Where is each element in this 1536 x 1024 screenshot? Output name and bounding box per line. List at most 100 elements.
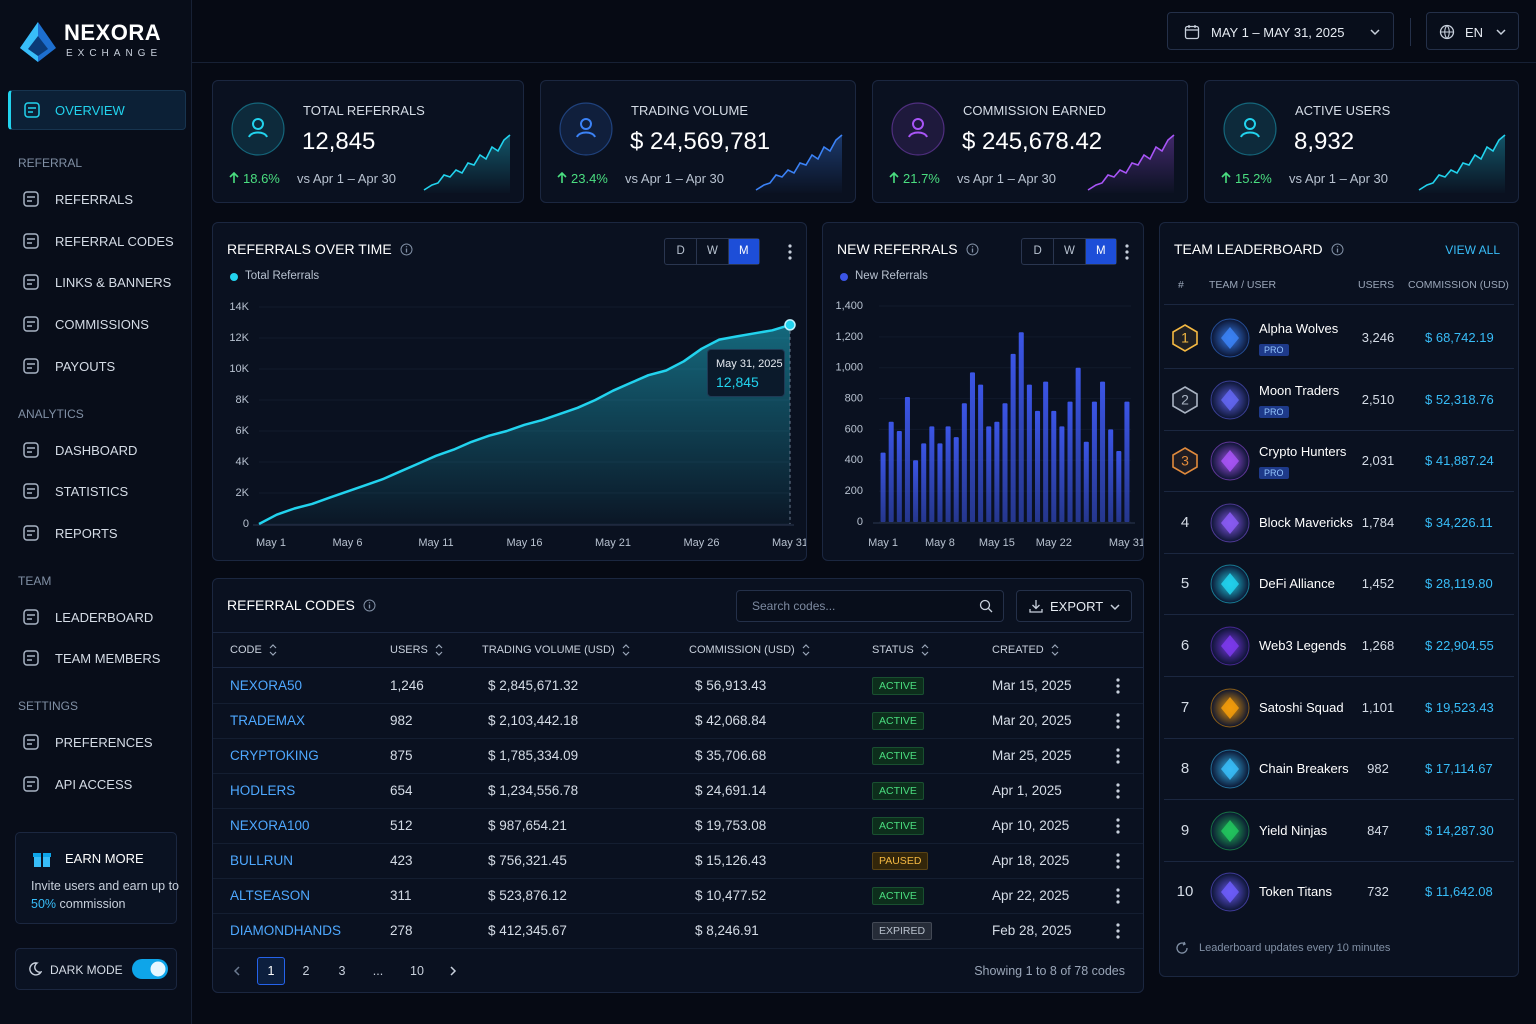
gift-icon [33, 853, 51, 867]
dot [1116, 684, 1120, 688]
more-menu[interactable] [1116, 748, 1120, 764]
legend-label: New Referrals [855, 270, 928, 282]
page-button[interactable]: 10 [410, 964, 424, 978]
code-link[interactable]: NEXORA100 [230, 818, 310, 833]
nav-item[interactable]: PAYOUTS [8, 348, 186, 384]
nav-item[interactable]: COMMISSIONS [8, 306, 186, 342]
row-divider [213, 948, 1143, 949]
code-link[interactable]: BULLRUN [230, 853, 294, 868]
leaderboard-row[interactable]: 2 Moon Traders PRO 2,510 $ 52,318.76 [1160, 369, 1518, 431]
nav-item[interactable]: STATISTICS [8, 473, 186, 509]
dark-mode-label: DARK MODE [50, 963, 123, 977]
column-header[interactable]: USERS [390, 644, 443, 656]
cell: $ 56,913.43 [695, 678, 767, 693]
view-all-link[interactable]: VIEW ALL [1445, 243, 1500, 257]
leaderboard-row[interactable]: 5 DeFi Alliance 1,452 $ 28,119.80 [1160, 553, 1518, 615]
code-link[interactable]: NEXORA50 [230, 678, 303, 693]
more-menu[interactable] [1116, 713, 1120, 729]
nav-item[interactable]: API ACCESS [8, 766, 186, 802]
leaderboard-row[interactable]: 1 Alpha Wolves PRO 3,246 $ 68,742.19 [1160, 307, 1518, 369]
code-link[interactable]: HODLERS [230, 783, 296, 798]
team-commission: $ 28,119.80 [1425, 576, 1493, 592]
period-button[interactable]: M [1084, 239, 1116, 264]
bar [1067, 401, 1073, 522]
language-picker[interactable]: EN [1426, 12, 1519, 50]
nav-item[interactable]: REPORTS [8, 515, 186, 551]
nav-item[interactable]: LEADERBOARD [8, 599, 186, 635]
tooltip-title: May 31, 2025 [716, 357, 783, 370]
kpi-change: 23.4% [571, 171, 608, 186]
dark-mode-toggle[interactable]: DARK MODE [15, 948, 177, 990]
sparkline-line [755, 134, 843, 191]
leaderboard-row[interactable]: 6 Web3 Legends 1,268 $ 22,904.55 [1160, 615, 1518, 677]
column-header[interactable]: CODE [230, 644, 277, 656]
team-name: Block Mavericks [1259, 514, 1353, 530]
more-menu[interactable] [1125, 244, 1129, 260]
period-button[interactable]: W [1053, 239, 1084, 264]
table-divider [213, 632, 1143, 633]
rank-number: 8 [1180, 760, 1190, 778]
more-menu[interactable] [1116, 853, 1120, 869]
icon-shape [966, 243, 979, 255]
page-button[interactable]: ... [372, 964, 384, 978]
more-menu[interactable] [1116, 923, 1120, 939]
nav-label: LEADERBOARD [55, 609, 154, 625]
page-button[interactable]: 1 [257, 957, 285, 985]
more-menu[interactable] [1116, 818, 1120, 834]
icon [24, 102, 40, 118]
period-button[interactable]: D [676, 245, 685, 257]
leaderboard-row[interactable]: 9 Yield Ninjas 847 $ 14,287.30 [1160, 800, 1518, 862]
leaderboard-row[interactable]: 4 Block Mavericks 1,784 $ 34,226.11 [1160, 492, 1518, 554]
nav-group-title: SETTINGS [18, 699, 79, 713]
code-link[interactable]: DIAMONDHANDS [230, 923, 342, 938]
dot [1116, 690, 1120, 694]
leaderboard-row[interactable]: 3 Crypto Hunters PRO 2,031 $ 41,887.24 [1160, 430, 1518, 492]
bar [1034, 410, 1041, 522]
status-pill: ACTIVE [872, 712, 924, 730]
avatar-shape [1221, 573, 1239, 596]
nav-item[interactable]: REFERRALS [8, 181, 186, 217]
bar [1026, 384, 1032, 522]
nav-item[interactable]: PREFERENCES [8, 724, 186, 760]
icon [23, 650, 39, 667]
leaderboard-row[interactable]: 10 Token Titans 732 $ 11,642.08 [1160, 861, 1518, 923]
column-header[interactable]: COMMISSION (USD) [689, 644, 810, 656]
code-link[interactable]: CRYPTOKING [230, 748, 319, 763]
leaderboard-row[interactable]: 8 Chain Breakers 982 $ 17,114.67 [1160, 738, 1518, 800]
icon-shape [1176, 941, 1188, 954]
leaderboard-row[interactable]: 7 Satoshi Squad 1,101 $ 19,523.43 [1160, 677, 1518, 739]
code-link[interactable]: TRADEMAX [230, 713, 306, 728]
column-header[interactable]: TRADING VOLUME (USD) [482, 644, 630, 656]
page-button[interactable]: 3 [338, 964, 346, 978]
cell: 1,246 [390, 678, 424, 693]
period-button[interactable]: M [727, 239, 759, 264]
sparkline-line [423, 134, 511, 191]
nav-item-active[interactable]: OVERVIEW [8, 90, 186, 130]
more-menu[interactable] [788, 244, 792, 260]
bar [945, 426, 951, 522]
chart-card: NEW REFERRALS D W M New Referrals 0 200 400 600 8… [822, 222, 1144, 561]
period-button[interactable]: W [696, 239, 727, 264]
period-button[interactable]: D [1033, 245, 1042, 257]
more-menu[interactable] [1116, 678, 1120, 694]
nav-item[interactable]: REFERRAL CODES [8, 223, 186, 259]
column-header-label: USERS [390, 644, 428, 656]
nav-item[interactable]: TEAM MEMBERS [8, 640, 186, 676]
title-row: TEAM LEADERBOARD [1174, 241, 1344, 257]
search-box[interactable]: Search codes... [736, 590, 1004, 622]
more-menu[interactable] [1116, 888, 1120, 904]
export-button[interactable]: EXPORT [1016, 590, 1132, 622]
date-range-picker[interactable]: MAY 1 – MAY 31, 2025 [1167, 12, 1394, 50]
column-header[interactable]: CREATED [992, 644, 1059, 656]
status-pill: ACTIVE [872, 747, 924, 765]
code-link[interactable]: ALTSEASON [230, 888, 311, 903]
icon-shape [23, 650, 39, 667]
column-header[interactable]: STATUS [872, 644, 929, 656]
sparkline-area [756, 135, 842, 193]
nav-item[interactable]: DASHBOARD [8, 432, 186, 468]
page-button[interactable]: 2 [302, 964, 310, 978]
more-menu[interactable] [1116, 783, 1120, 799]
nav-item[interactable]: LINKS & BANNERS [8, 264, 186, 300]
dot [1116, 929, 1120, 933]
x-tick-label: May 21 [595, 537, 631, 549]
